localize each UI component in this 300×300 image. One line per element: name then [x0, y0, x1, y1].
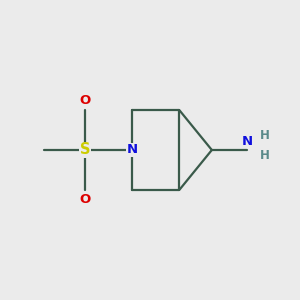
Text: N: N: [242, 135, 253, 148]
Text: S: S: [80, 142, 91, 158]
Text: H: H: [260, 149, 270, 162]
Text: O: O: [80, 94, 91, 107]
Text: H: H: [260, 129, 270, 142]
Text: O: O: [80, 193, 91, 206]
Text: N: N: [127, 143, 138, 157]
